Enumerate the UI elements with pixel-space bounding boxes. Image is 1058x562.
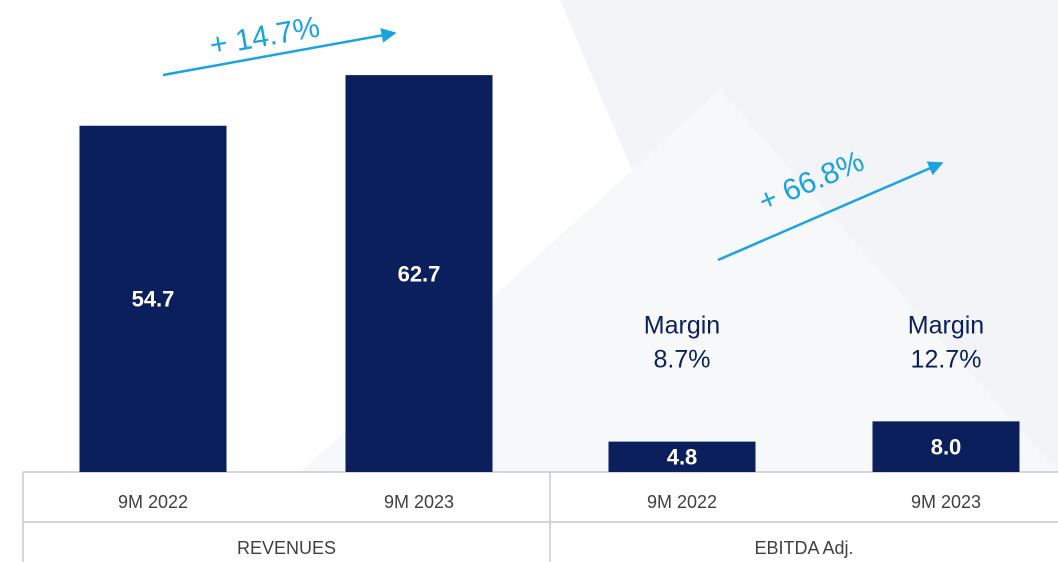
value-label: 62.7 [398, 261, 441, 286]
bar [608, 441, 756, 472]
group-label: EBITDA Adj. [754, 538, 853, 558]
value-label: 54.7 [132, 287, 175, 312]
growth-arrow [717, 161, 944, 262]
bar [79, 125, 227, 473]
x-tick-label: 9M 2023 [384, 492, 454, 512]
margin-title: Margin [908, 312, 984, 340]
bar [872, 421, 1020, 472]
value-label: 4.8 [667, 445, 698, 470]
margin-title: Margin [644, 312, 720, 340]
bar [345, 75, 493, 472]
x-tick-label: 9M 2022 [647, 492, 717, 512]
x-tick-label: 9M 2022 [118, 492, 188, 512]
growth-arrow [162, 28, 397, 77]
growth-label: + 14.7% [207, 11, 322, 63]
value-label: 8.0 [931, 434, 962, 459]
x-tick-label: 9M 2023 [911, 492, 981, 512]
group-label: REVENUES [237, 538, 336, 558]
margin-value: 12.7% [911, 346, 982, 374]
margin-value: 8.7% [654, 346, 711, 374]
